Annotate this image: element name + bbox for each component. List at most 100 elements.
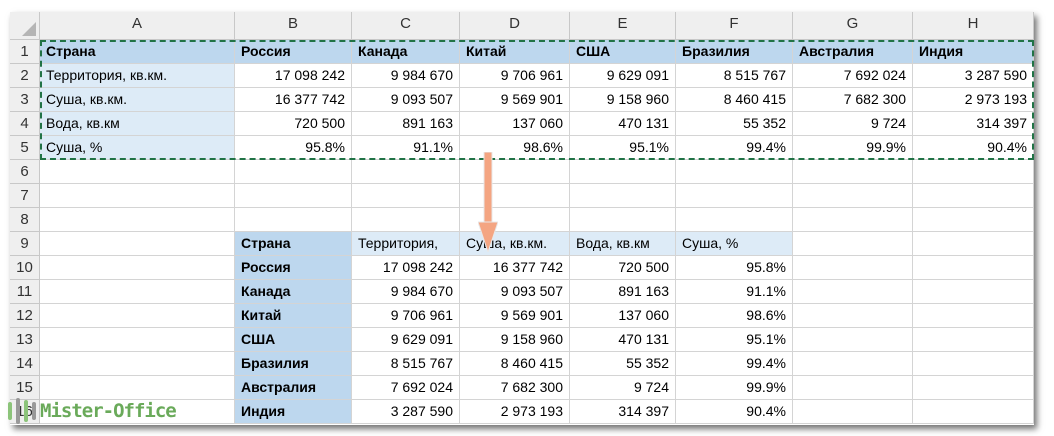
column-header-A[interactable]: A [40, 12, 235, 40]
cell-H11[interactable] [913, 280, 1034, 304]
cell-F8[interactable] [676, 208, 793, 232]
cell-D4[interactable]: 137 060 [460, 112, 570, 136]
cell-H2[interactable]: 3 287 590 [913, 64, 1034, 88]
cell-B11[interactable]: Канада [235, 280, 352, 304]
cell-B6[interactable] [235, 160, 352, 184]
cell-F9[interactable]: Суша, % [676, 232, 793, 256]
cell-G16[interactable] [793, 400, 913, 424]
cell-D9[interactable]: Суша, кв.км. [460, 232, 570, 256]
cell-B7[interactable] [235, 184, 352, 208]
row-header-6[interactable]: 6 [10, 160, 40, 184]
cell-A15[interactable] [40, 376, 235, 400]
cell-A2[interactable]: Территория, кв.км. [40, 64, 235, 88]
cell-B9[interactable]: Страна [235, 232, 352, 256]
cell-E15[interactable]: 9 724 [570, 376, 676, 400]
cell-A14[interactable] [40, 352, 235, 376]
cell-A5[interactable]: Суша, % [40, 136, 235, 160]
cell-H14[interactable] [913, 352, 1034, 376]
cell-C14[interactable]: 8 515 767 [352, 352, 460, 376]
cell-G7[interactable] [793, 184, 913, 208]
cell-A8[interactable] [40, 208, 235, 232]
row-header-1[interactable]: 1 [10, 40, 40, 64]
row-header-5[interactable]: 5 [10, 136, 40, 160]
cell-G10[interactable] [793, 256, 913, 280]
cell-B12[interactable]: Китай [235, 304, 352, 328]
cell-B1[interactable]: Россия [235, 40, 352, 64]
cell-E6[interactable] [570, 160, 676, 184]
cell-A4[interactable]: Вода, кв.км [40, 112, 235, 136]
cell-D2[interactable]: 9 706 961 [460, 64, 570, 88]
cell-B14[interactable]: Бразилия [235, 352, 352, 376]
column-header-B[interactable]: B [235, 12, 352, 40]
row-header-11[interactable]: 11 [10, 280, 40, 304]
cell-F10[interactable]: 95.8% [676, 256, 793, 280]
cell-H10[interactable] [913, 256, 1034, 280]
row-header-15[interactable]: 15 [10, 376, 40, 400]
cell-A16[interactable] [40, 400, 235, 424]
cell-D13[interactable]: 9 158 960 [460, 328, 570, 352]
cell-A7[interactable] [40, 184, 235, 208]
cell-F14[interactable]: 99.4% [676, 352, 793, 376]
cell-C13[interactable]: 9 629 091 [352, 328, 460, 352]
column-header-G[interactable]: G [793, 12, 913, 40]
cell-E13[interactable]: 470 131 [570, 328, 676, 352]
column-header-D[interactable]: D [460, 12, 570, 40]
cell-D7[interactable] [460, 184, 570, 208]
row-header-3[interactable]: 3 [10, 88, 40, 112]
cell-H3[interactable]: 2 973 193 [913, 88, 1034, 112]
cell-D11[interactable]: 9 093 507 [460, 280, 570, 304]
cell-A3[interactable]: Суша, кв.км. [40, 88, 235, 112]
cell-C10[interactable]: 17 098 242 [352, 256, 460, 280]
cell-C16[interactable]: 3 287 590 [352, 400, 460, 424]
cell-G12[interactable] [793, 304, 913, 328]
cell-H7[interactable] [913, 184, 1034, 208]
cell-E1[interactable]: США [570, 40, 676, 64]
cell-E16[interactable]: 314 397 [570, 400, 676, 424]
cell-A9[interactable] [40, 232, 235, 256]
cell-E11[interactable]: 891 163 [570, 280, 676, 304]
cell-A11[interactable] [40, 280, 235, 304]
cell-F11[interactable]: 91.1% [676, 280, 793, 304]
cell-C11[interactable]: 9 984 670 [352, 280, 460, 304]
cell-C12[interactable]: 9 706 961 [352, 304, 460, 328]
cell-E9[interactable]: Вода, кв.км [570, 232, 676, 256]
cell-E3[interactable]: 9 158 960 [570, 88, 676, 112]
cell-E12[interactable]: 137 060 [570, 304, 676, 328]
cell-C6[interactable] [352, 160, 460, 184]
cell-C9[interactable]: Территория, [352, 232, 460, 256]
cell-G15[interactable] [793, 376, 913, 400]
cell-F6[interactable] [676, 160, 793, 184]
row-header-12[interactable]: 12 [10, 304, 40, 328]
cell-D5[interactable]: 98.6% [460, 136, 570, 160]
cell-G5[interactable]: 99.9% [793, 136, 913, 160]
cell-C1[interactable]: Канада [352, 40, 460, 64]
cell-E10[interactable]: 720 500 [570, 256, 676, 280]
row-header-2[interactable]: 2 [10, 64, 40, 88]
cell-H6[interactable] [913, 160, 1034, 184]
row-header-13[interactable]: 13 [10, 328, 40, 352]
cell-B15[interactable]: Австралия [235, 376, 352, 400]
row-header-8[interactable]: 8 [10, 208, 40, 232]
cell-H13[interactable] [913, 328, 1034, 352]
cell-E8[interactable] [570, 208, 676, 232]
cell-C5[interactable]: 91.1% [352, 136, 460, 160]
cell-F13[interactable]: 95.1% [676, 328, 793, 352]
cell-H16[interactable] [913, 400, 1034, 424]
column-header-E[interactable]: E [570, 12, 676, 40]
cell-C3[interactable]: 9 093 507 [352, 88, 460, 112]
cell-H8[interactable] [913, 208, 1034, 232]
cell-C15[interactable]: 7 692 024 [352, 376, 460, 400]
cell-G2[interactable]: 7 692 024 [793, 64, 913, 88]
column-header-H[interactable]: H [913, 12, 1034, 40]
cell-D3[interactable]: 9 569 901 [460, 88, 570, 112]
cell-H12[interactable] [913, 304, 1034, 328]
cell-C2[interactable]: 9 984 670 [352, 64, 460, 88]
cell-E7[interactable] [570, 184, 676, 208]
row-header-14[interactable]: 14 [10, 352, 40, 376]
row-header-7[interactable]: 7 [10, 184, 40, 208]
cell-E14[interactable]: 55 352 [570, 352, 676, 376]
cell-D1[interactable]: Китай [460, 40, 570, 64]
cell-A6[interactable] [40, 160, 235, 184]
cell-E2[interactable]: 9 629 091 [570, 64, 676, 88]
cell-D8[interactable] [460, 208, 570, 232]
